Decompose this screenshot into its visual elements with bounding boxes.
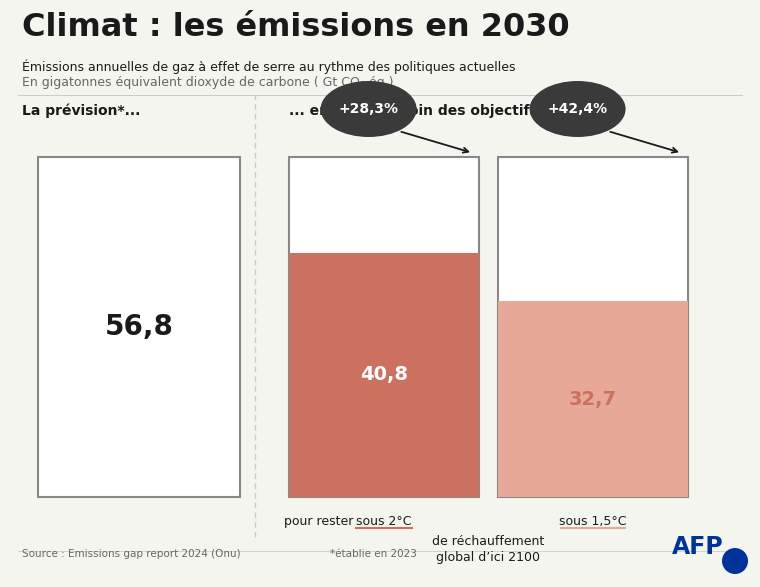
Text: +42,4%: +42,4% [547, 102, 608, 116]
Text: En gigatonnes équivalent dioxyde de carbone ( Gt CO₂ éq.): En gigatonnes équivalent dioxyde de carb… [22, 76, 394, 89]
Text: sous 2°C: sous 2°C [356, 515, 412, 528]
Text: 40,8: 40,8 [359, 365, 408, 384]
Ellipse shape [321, 81, 416, 137]
Text: Source : Emissions gap report 2024 (Onu): Source : Emissions gap report 2024 (Onu) [22, 549, 241, 559]
Text: 32,7: 32,7 [568, 390, 617, 409]
Text: global d’ici 2100: global d’ici 2100 [436, 551, 540, 564]
Text: La prévision*...: La prévision*... [22, 103, 141, 117]
Text: +28,3%: +28,3% [339, 102, 398, 116]
Text: 56,8: 56,8 [105, 313, 173, 341]
FancyArrowPatch shape [401, 132, 468, 153]
Text: de réchauffement: de réchauffement [432, 535, 544, 548]
Text: pour rester: pour rester [283, 515, 353, 528]
FancyArrowPatch shape [610, 132, 677, 153]
Text: AFP: AFP [672, 535, 724, 559]
Bar [38, 157, 240, 497]
Ellipse shape [530, 81, 625, 137]
Circle shape [722, 548, 748, 574]
Text: Climat : les émissions en 2030: Climat : les émissions en 2030 [22, 12, 570, 43]
Text: Émissions annuelles de gaz à effet de serre au rythme des politiques actuelles: Émissions annuelles de gaz à effet de se… [22, 60, 515, 75]
Text: *établie en 2023: *établie en 2023 [330, 549, 417, 559]
Text: sous 1,5°C: sous 1,5°C [559, 515, 626, 528]
Bar [289, 157, 479, 497]
Bar [498, 157, 688, 497]
Bar [289, 253, 479, 497]
Text: ... encore très loin des objectifs: ... encore très loin des objectifs [289, 103, 537, 117]
Bar [498, 301, 688, 497]
